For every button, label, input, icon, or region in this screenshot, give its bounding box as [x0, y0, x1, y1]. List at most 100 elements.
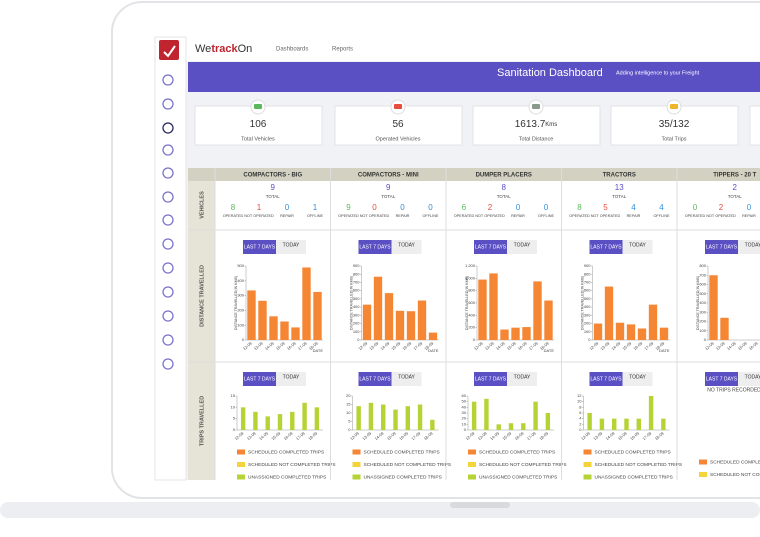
bar: [258, 300, 267, 340]
legend-swatch[interactable]: [468, 474, 476, 480]
legend-label[interactable]: UNASSIGNED COMPLETED TRIPS: [248, 474, 326, 480]
sidebar-icon[interactable]: [162, 74, 174, 86]
legend-swatch[interactable]: [237, 449, 245, 455]
y-tick-label: 400: [237, 278, 244, 283]
sidebar-icon[interactable]: [162, 167, 174, 179]
legend-swatch[interactable]: [583, 462, 592, 467]
tab-label[interactable]: TODAY: [514, 374, 531, 380]
sidebar-icon[interactable]: [162, 238, 174, 250]
tab-active[interactable]: [243, 240, 276, 254]
tab[interactable]: [622, 240, 653, 254]
legend-swatch[interactable]: [468, 449, 476, 455]
tab-active[interactable]: [705, 372, 738, 386]
x-tick-label: 13-09: [477, 430, 489, 441]
legend-label[interactable]: SCHEDULED NOT COMPLETED TRIPS: [479, 462, 567, 468]
tab-label[interactable]: LAST 7 DAYS: [706, 244, 738, 250]
legend-swatch[interactable]: [237, 474, 245, 480]
tab-label[interactable]: LAST 7 DAYS: [244, 244, 276, 250]
sidebar-icon[interactable]: [162, 286, 174, 298]
tab[interactable]: [622, 372, 653, 386]
sidebar-icon[interactable]: [162, 191, 174, 203]
tab-label[interactable]: TODAY: [514, 242, 531, 248]
tab-label[interactable]: TODAY: [745, 242, 760, 248]
tab-active[interactable]: [705, 240, 738, 254]
legend-label[interactable]: SCHEDULED COMPLETED TRIPS: [248, 449, 324, 455]
legend-swatch[interactable]: [237, 462, 245, 467]
bar-segment: [545, 413, 551, 430]
legend-label[interactable]: SCHEDULED NOT COMPLETED TRIPS: [595, 462, 683, 468]
x-tick-label: 18-09: [654, 430, 666, 441]
tab-label[interactable]: LAST 7 DAYS: [244, 376, 276, 382]
sidebar-icon[interactable]: [162, 262, 174, 274]
stat-icon-glyph: [532, 104, 540, 109]
tab-label[interactable]: LAST 7 DAYS: [706, 376, 738, 382]
sidebar-icon[interactable]: [162, 310, 174, 322]
legend-swatch[interactable]: [699, 459, 707, 465]
legend-label[interactable]: SCHEDULED NOT COMPLETED TRIPS: [364, 462, 452, 468]
tab-label[interactable]: TODAY: [283, 242, 300, 248]
legend-label[interactable]: UNASSIGNED COMPLETED TRIPS: [479, 474, 557, 480]
tab-label[interactable]: LAST 7 DAYS: [475, 244, 507, 250]
nav-item[interactable]: Reports: [332, 47, 353, 53]
tab-active[interactable]: [589, 372, 623, 386]
tab-label[interactable]: TODAY: [398, 374, 415, 380]
bar-segment: [290, 411, 295, 430]
x-tick-label: 16-09: [398, 430, 410, 441]
y-tick-label: 0: [704, 337, 707, 342]
sidebar-icon[interactable]: [162, 98, 174, 110]
tab[interactable]: [391, 240, 422, 254]
legend-swatch[interactable]: [699, 472, 707, 477]
sidebar-icon[interactable]: [162, 358, 174, 370]
tab[interactable]: [507, 240, 537, 254]
tab-label[interactable]: LAST 7 DAYS: [475, 376, 507, 382]
y-tick-label: 600: [353, 288, 360, 293]
y-tick-label: 2: [579, 421, 582, 426]
tab-active[interactable]: [474, 240, 507, 254]
tab-label[interactable]: LAST 7 DAYS: [590, 376, 622, 382]
tab-active[interactable]: [589, 240, 623, 254]
tab-label[interactable]: LAST 7 DAYS: [359, 376, 391, 382]
legend-swatch[interactable]: [352, 449, 361, 455]
legend-label[interactable]: SCHEDULED NOT COMPLETED TRIPS: [248, 462, 336, 468]
tab[interactable]: [738, 240, 760, 254]
tab[interactable]: [738, 372, 760, 386]
tab[interactable]: [276, 240, 306, 254]
legend-swatch[interactable]: [352, 462, 361, 467]
vehicle-count: 0: [544, 203, 549, 212]
y-tick-label: 5: [233, 416, 236, 421]
tab[interactable]: [276, 372, 306, 386]
nav-item[interactable]: Dashboards: [276, 47, 308, 53]
tab-label[interactable]: TODAY: [629, 374, 646, 380]
tab-active[interactable]: [358, 372, 392, 386]
tab-label[interactable]: TODAY: [283, 374, 300, 380]
sidebar-icon[interactable]: [162, 334, 174, 346]
y-tick-label: 1,200: [465, 263, 476, 268]
legend-swatch[interactable]: [583, 449, 592, 455]
tab-label[interactable]: TODAY: [398, 242, 415, 248]
legend-label[interactable]: SCHEDULED COMPLETED TRIPS: [479, 449, 555, 455]
legend-swatch[interactable]: [352, 474, 361, 480]
legend-label[interactable]: UNASSIGNED COMPLETED TRIPS: [595, 474, 673, 480]
tab[interactable]: [391, 372, 422, 386]
tab-active[interactable]: [474, 372, 507, 386]
tab-active[interactable]: [358, 240, 392, 254]
legend-label[interactable]: SCHEDULED COMPLETED TRIPS: [595, 449, 671, 455]
legend-label[interactable]: UNASSIGNED COMPLETED TRIPS: [364, 474, 442, 480]
sidebar-icon[interactable]: [162, 122, 174, 134]
sidebar-icon[interactable]: [162, 144, 174, 156]
tab-label[interactable]: LAST 7 DAYS: [590, 244, 622, 250]
vehicle-count: 8: [231, 203, 236, 212]
vehicle-total-label: TOTAL: [728, 194, 743, 199]
tab[interactable]: [507, 372, 537, 386]
legend-swatch[interactable]: [583, 474, 592, 480]
legend-swatch[interactable]: [468, 462, 476, 467]
legend-label[interactable]: SCHEDULED COMPLETED TRIPS: [364, 449, 440, 455]
tab-label[interactable]: TODAY: [745, 374, 760, 380]
tab-active[interactable]: [243, 372, 276, 386]
vehicle-total: 13: [615, 183, 624, 192]
tab-label[interactable]: TODAY: [629, 242, 646, 248]
tab-label[interactable]: LAST 7 DAYS: [359, 244, 391, 250]
sidebar-icon[interactable]: [162, 214, 174, 226]
legend-label[interactable]: SCHEDULED NOT COMPLETED TRIPS: [710, 472, 760, 478]
legend-label[interactable]: SCHEDULED COMPLETED TRIPS: [710, 459, 760, 465]
